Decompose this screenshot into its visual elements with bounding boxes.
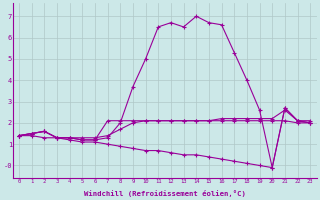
X-axis label: Windchill (Refroidissement éolien,°C): Windchill (Refroidissement éolien,°C) [84, 190, 245, 197]
